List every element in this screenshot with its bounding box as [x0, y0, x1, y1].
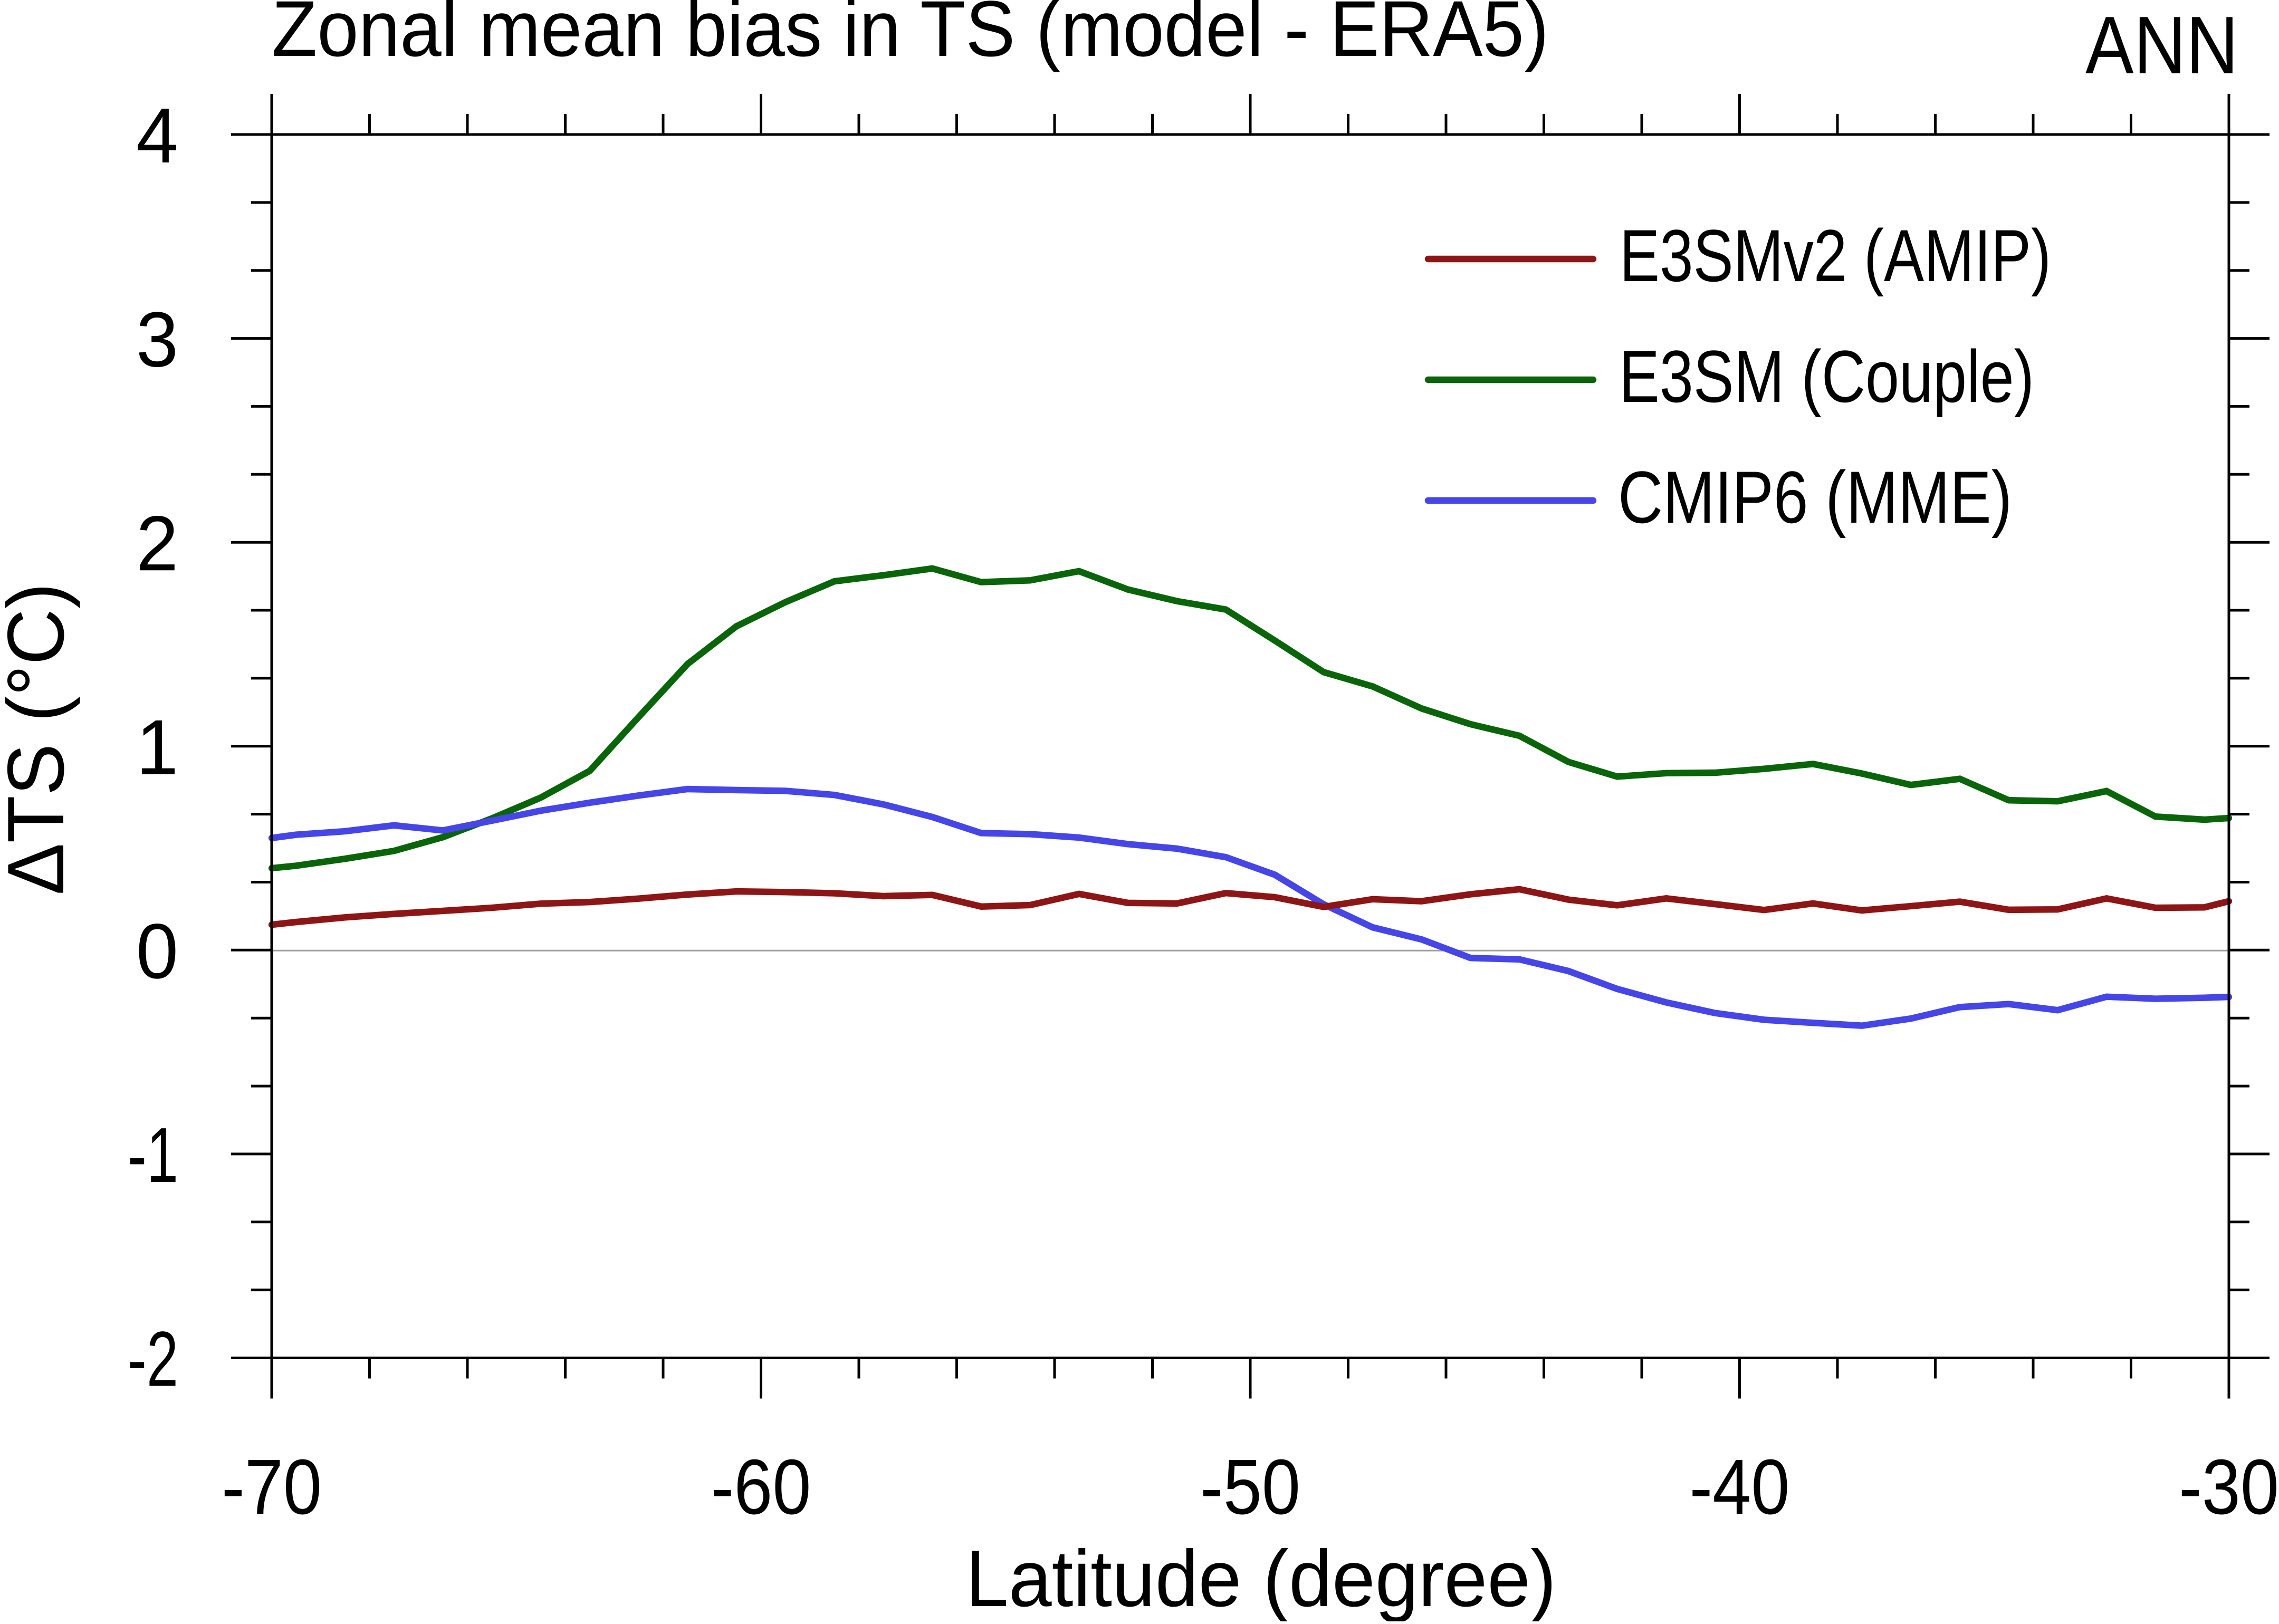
svg-text:-60: -60 [711, 1444, 811, 1531]
svg-text:ΔTS (°C): ΔTS (°C) [0, 583, 81, 895]
svg-text:CMIP6 (MME): CMIP6 (MME) [1618, 456, 2012, 539]
svg-text:2: 2 [136, 500, 178, 587]
svg-text:-40: -40 [1690, 1444, 1790, 1531]
svg-text:Latitude (degree): Latitude (degree) [965, 1534, 1556, 1621]
svg-text:-30: -30 [2179, 1444, 2279, 1531]
svg-text:ANN: ANN [2085, 0, 2238, 91]
svg-text:Zonal mean bias in TS (model -: Zonal mean bias in TS (model - ERA5) [272, 0, 1549, 73]
svg-text:1: 1 [136, 704, 178, 791]
svg-text:-50: -50 [1200, 1444, 1300, 1531]
svg-text:-1: -1 [128, 1112, 178, 1199]
svg-text:3: 3 [136, 296, 178, 383]
svg-text:0: 0 [136, 908, 178, 995]
svg-text:-2: -2 [128, 1316, 178, 1403]
svg-text:4: 4 [136, 92, 178, 179]
svg-text:E3SMv2 (AMIP): E3SMv2 (AMIP) [1620, 214, 2051, 297]
svg-text:-70: -70 [222, 1444, 322, 1531]
svg-text:E3SM (Couple): E3SM (Couple) [1619, 335, 2034, 418]
